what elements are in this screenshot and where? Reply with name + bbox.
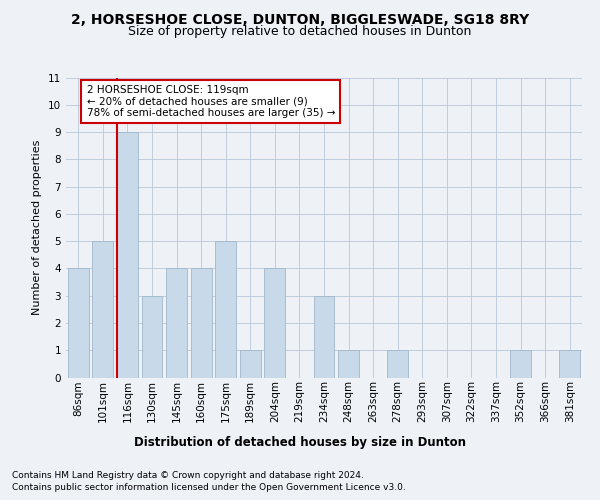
Text: Size of property relative to detached houses in Dunton: Size of property relative to detached ho… — [128, 25, 472, 38]
Bar — [191, 268, 212, 378]
Bar — [142, 296, 163, 378]
Bar — [265, 268, 286, 378]
Text: 2, HORSESHOE CLOSE, DUNTON, BIGGLESWADE, SG18 8RY: 2, HORSESHOE CLOSE, DUNTON, BIGGLESWADE,… — [71, 12, 529, 26]
Text: Contains HM Land Registry data © Crown copyright and database right 2024.: Contains HM Land Registry data © Crown c… — [12, 470, 364, 480]
Bar — [215, 241, 236, 378]
Text: 2 HORSESHOE CLOSE: 119sqm
← 20% of detached houses are smaller (9)
78% of semi-d: 2 HORSESHOE CLOSE: 119sqm ← 20% of detac… — [86, 85, 335, 118]
Y-axis label: Number of detached properties: Number of detached properties — [32, 140, 43, 315]
Bar — [314, 296, 334, 378]
Text: Distribution of detached houses by size in Dunton: Distribution of detached houses by size … — [134, 436, 466, 449]
Bar — [240, 350, 261, 378]
Bar — [387, 350, 408, 378]
Bar — [68, 268, 89, 378]
Bar — [510, 350, 531, 378]
Text: Contains public sector information licensed under the Open Government Licence v3: Contains public sector information licen… — [12, 483, 406, 492]
Bar — [166, 268, 187, 378]
Bar — [559, 350, 580, 378]
Bar — [92, 241, 113, 378]
Bar — [117, 132, 138, 378]
Bar — [338, 350, 359, 378]
